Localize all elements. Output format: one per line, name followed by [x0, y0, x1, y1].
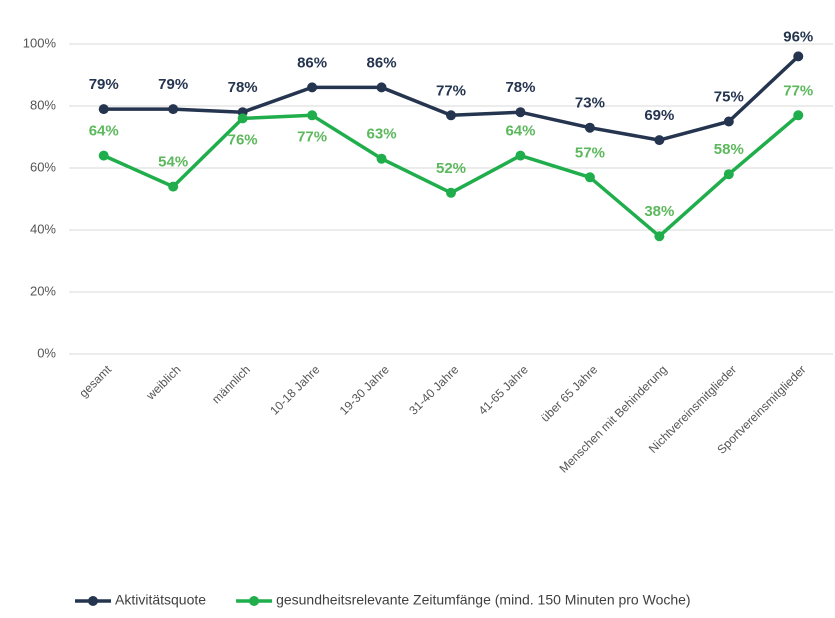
data-label: 86% — [297, 54, 327, 71]
data-label: 64% — [89, 123, 119, 140]
data-label: 96% — [783, 28, 813, 45]
point — [654, 231, 665, 242]
legend-item: gesundheitsrelevante Zeitumfänge (mind. … — [236, 592, 691, 608]
data-label: 78% — [228, 79, 258, 96]
point — [584, 172, 595, 183]
y-tick-label: 100% — [23, 35, 57, 50]
data-label: 38% — [644, 203, 674, 220]
legend-marker — [249, 596, 260, 606]
y-tick-label: 20% — [30, 283, 56, 298]
point — [168, 181, 179, 192]
x-tick-label: männlich — [209, 362, 253, 406]
point — [376, 82, 387, 93]
point — [446, 110, 456, 121]
data-label: 77% — [783, 82, 813, 99]
point — [98, 150, 109, 161]
point — [793, 110, 804, 121]
point — [584, 122, 595, 133]
data-label: 79% — [158, 76, 188, 93]
data-label: 52% — [436, 160, 466, 177]
data-label: 78% — [505, 79, 535, 96]
data-label: 79% — [89, 76, 119, 93]
legend-label: Aktivitätsquote — [115, 592, 206, 608]
data-label: 76% — [228, 131, 258, 148]
point — [723, 169, 734, 180]
point — [515, 107, 526, 118]
data-label: 58% — [714, 141, 744, 158]
legend-marker — [88, 596, 98, 606]
x-tick-label: weiblich — [143, 362, 184, 403]
data-label: 75% — [714, 88, 744, 105]
x-tick-label: 41-65 Jahre — [476, 362, 531, 417]
x-tick-label: gesamt — [76, 362, 114, 400]
x-tick-label: 19-30 Jahre — [337, 362, 392, 417]
point — [723, 116, 734, 127]
point — [237, 113, 248, 124]
y-tick-label: 60% — [30, 159, 56, 174]
data-label: 77% — [436, 82, 466, 99]
data-label: 54% — [158, 154, 188, 171]
data-label: 77% — [297, 128, 327, 145]
point — [168, 104, 179, 115]
point — [793, 51, 804, 62]
point — [307, 82, 318, 93]
data-label: 86% — [367, 54, 397, 71]
point — [446, 187, 456, 198]
y-tick-label: 40% — [30, 221, 56, 236]
legend-label: gesundheitsrelevante Zeitumfänge (mind. … — [276, 592, 691, 608]
data-label: 69% — [644, 107, 674, 124]
y-tick-label: 80% — [30, 97, 56, 112]
point — [307, 110, 318, 121]
x-tick-label: 10-18 Jahre — [267, 362, 322, 417]
data-label: 73% — [575, 95, 605, 112]
point — [515, 150, 526, 161]
point — [98, 104, 109, 115]
data-label: 57% — [575, 144, 605, 161]
data-label: 63% — [367, 126, 397, 143]
point — [654, 135, 665, 146]
point — [376, 153, 387, 164]
y-tick-label: 0% — [37, 345, 56, 360]
legend-item: Aktivitätsquote — [75, 592, 206, 608]
data-label: 64% — [505, 123, 535, 140]
x-tick-label: über 65 Jahre — [538, 362, 600, 424]
x-tick-label: 31-40 Jahre — [406, 362, 461, 417]
